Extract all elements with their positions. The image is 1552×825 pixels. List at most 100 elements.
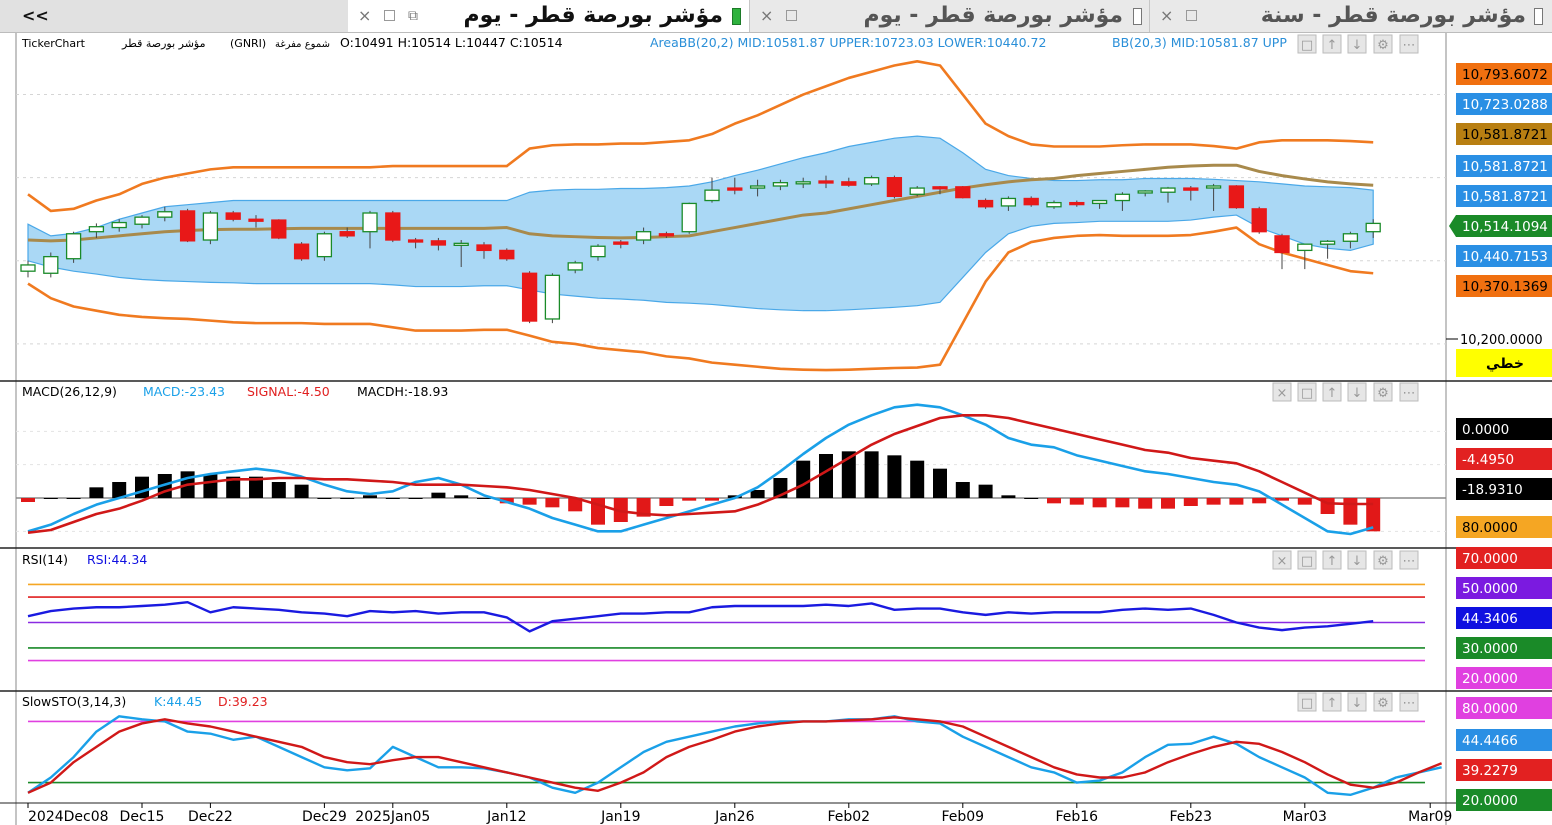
tab-bar: << × ⧉ مؤشر بورصة قطر - يوم × مؤشر بورصة… [0,0,1552,33]
tab-qe-index-day-active[interactable]: × ⧉ مؤشر بورصة قطر - يوم [348,0,750,32]
candle-body [704,189,720,202]
price-panel-control[interactable]: ↑ [1322,34,1342,54]
ohlc-readout: O:10491 H:10514 L:10447 C:10514 [340,35,563,50]
maximize-icon[interactable] [1186,10,1197,21]
candle-body [544,274,561,320]
sto-panel-control[interactable]: ⚙ [1373,692,1393,712]
candle-body [157,211,173,218]
candle-body [955,186,971,199]
time-axis-label: Dec15 [120,809,165,825]
time-axis-label: Jan19 [600,809,640,825]
collapse-tabs-button[interactable]: << [0,0,349,32]
maximize-icon: □ [1301,554,1313,569]
macd-line [27,403,1374,536]
panel-control-bg [1373,34,1393,54]
time-axis-label: Feb09 [941,809,984,825]
close-icon[interactable]: × [1160,6,1174,25]
axis-label-bg [1456,418,1552,440]
macd-histogram-bar [1206,498,1221,505]
panel-control-bg [1347,34,1367,54]
rsi-panel-control[interactable]: × [1272,550,1292,570]
candle-body [727,187,743,191]
panel-control-bg [1297,382,1317,402]
axis-label-bg [1456,577,1552,599]
price-panel-control[interactable]: ⋯ [1399,34,1419,54]
panel-control-bg [1347,550,1367,570]
macd-histogram-bar [363,495,377,498]
macd-axis-label: 80.0000 [1462,520,1518,536]
maximize-icon: □ [1301,696,1313,711]
rsi-panel-control[interactable]: ↑ [1322,550,1342,570]
macd-histogram-bar [1229,498,1244,505]
macd-histogram-bar [545,498,560,508]
rsi-panel-control[interactable]: ↓ [1347,550,1367,570]
candle-body [1319,240,1336,245]
candle-body [1137,190,1153,194]
maximize-icon[interactable] [786,10,797,21]
chart-source: TickerChart [21,37,86,50]
maximize-icon[interactable] [384,10,395,21]
candle-body [521,272,538,322]
rsi-axis-label: 20.0000 [1462,671,1518,687]
panel-control-bg [1399,550,1419,570]
candle-body [795,181,811,185]
macd-histogram-bar [317,498,332,499]
macd-panel-control[interactable]: ⋯ [1399,382,1419,402]
rsi-panel-control[interactable]: □ [1297,550,1317,570]
sto-panel-control[interactable]: ↓ [1347,692,1367,712]
macd-histogram-bar [294,484,309,498]
candle-body [499,249,515,260]
candle-body [841,181,857,186]
sto-panel-control[interactable]: □ [1297,692,1317,712]
scale-mode-button[interactable]: خطي [1456,349,1552,377]
candle-body [385,212,401,241]
macd-histogram-bar [1343,498,1358,525]
time-axis-label: Feb23 [1169,809,1212,825]
tab-inactive-indicator [1133,8,1142,25]
rsi-panel-control[interactable]: ⚙ [1373,550,1393,570]
price-panel-control[interactable]: ⚙ [1373,34,1393,54]
macd-histogram-bar [1092,498,1107,508]
axis-label-bg [1456,516,1552,538]
sto-axis-label: 20.0000 [1462,793,1518,809]
macd-histogram-bar [1297,498,1312,505]
tab-qe-index-day[interactable]: × مؤشر بورصة قطر - يوم [750,0,1150,32]
time-axis-label: Dec22 [188,809,233,825]
panel-control-bg [1322,382,1342,402]
price-axis-label: 10,514.1094 [1462,219,1548,235]
chart-canvas[interactable]: TickerChart مؤشر بورصة قطر (GNRI) شموع مفرغ… [0,33,1552,825]
candle-body [1205,185,1222,189]
price-panel-control[interactable]: □ [1297,34,1317,54]
rsi-panel-control[interactable]: ⋯ [1399,550,1419,570]
move-down-icon: ↓ [1352,38,1363,53]
rsi-title: RSI(14) [22,552,68,567]
tab-qe-index-year[interactable]: × مؤشر بورصة قطر - سنة [1150,0,1552,32]
macd-panel-control[interactable]: × [1272,382,1292,402]
macd-panel-control[interactable]: □ [1297,382,1317,402]
macd-signal-line [27,414,1374,534]
sto-title: SlowSTO(3,14,3) [22,694,126,709]
macd-panel-control[interactable]: ⚙ [1373,382,1393,402]
macd-panel-control[interactable]: ↓ [1347,382,1367,402]
candle-body [1274,235,1290,254]
candle-body [1069,201,1085,206]
restore-icon[interactable]: ⧉ [408,8,418,24]
panel-sto [16,692,1446,803]
close-icon[interactable]: × [760,6,774,25]
close-icon[interactable]: × [358,6,372,25]
candle-body [932,186,948,190]
axis-label-bg [1456,789,1552,811]
macd-axis-label: 0.0000 [1462,422,1509,438]
macd-panel-control[interactable]: ↑ [1322,382,1342,402]
macd-histogram-bar [1252,498,1267,504]
sto-panel-control[interactable]: ↑ [1322,692,1342,712]
move-up-icon: ↑ [1327,554,1338,569]
candle-body [977,199,994,208]
macd-histogram-bar [385,498,400,499]
price-axis-label: 10,440.7153 [1462,249,1548,265]
macd-histogram-bar [66,498,81,499]
sto-panel-control[interactable]: ⋯ [1399,692,1419,712]
candle-body [635,231,652,241]
price-panel-control[interactable]: ↓ [1347,34,1367,54]
area-bb-legend: AreaBB(20,2) MID:10581.87 UPPER:10723.03… [650,35,1046,50]
